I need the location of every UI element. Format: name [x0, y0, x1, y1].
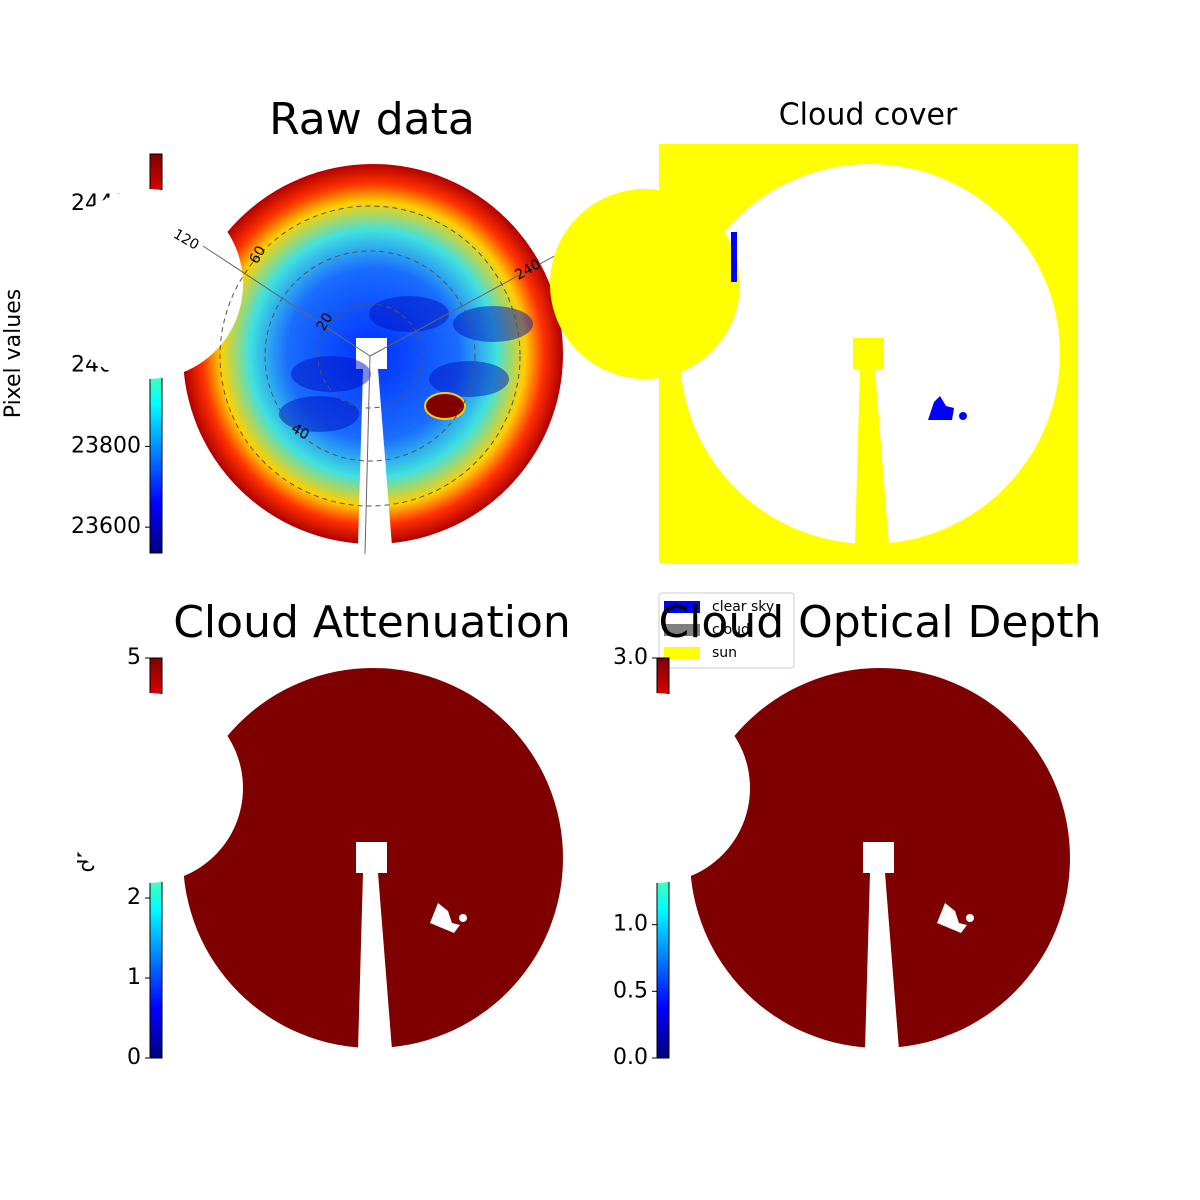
legend-swatch	[664, 624, 700, 636]
bottom-mask	[173, 544, 573, 564]
clear-patch	[731, 232, 737, 282]
clear-patch	[459, 914, 467, 922]
raw-texture	[453, 306, 533, 342]
bottom-mask	[680, 1048, 1080, 1068]
bottom-mask	[670, 544, 1070, 564]
horizon-mask	[53, 189, 243, 379]
colorbar-tick-label: 0.5	[613, 978, 648, 1003]
shadowband-mask	[853, 338, 884, 369]
polar-circle	[317, 303, 423, 409]
clear-patch	[430, 903, 460, 933]
sky-image	[550, 164, 1070, 564]
polar-label: 20	[314, 310, 337, 333]
polar-spoke	[202, 245, 371, 357]
polar-label: 40	[288, 421, 311, 444]
arm-mask	[865, 873, 899, 1050]
panel-title: Cloud Optical Depth	[658, 597, 1101, 648]
clear-patch	[959, 412, 967, 420]
polar-spoke	[369, 245, 574, 357]
clear-patch	[937, 903, 967, 933]
clear-patch	[928, 396, 954, 420]
legend-label: clear sky	[712, 599, 774, 615]
colorbar-label: Pixel values	[1, 289, 26, 418]
legend-label: cloud	[712, 622, 750, 638]
colorbar-tick-label: 1	[127, 965, 141, 990]
panel-title: Raw data	[269, 94, 475, 145]
colorbar-tick-label: 3.0	[613, 645, 648, 670]
panel-title: Cloud Attenuation	[173, 597, 571, 648]
colorbar-tick-label: 5	[127, 645, 141, 670]
colorbar-tick-label: 23600	[71, 514, 141, 539]
arm-mask	[855, 369, 889, 546]
legend-label: sun	[712, 645, 737, 661]
panel-title: Cloud cover	[779, 98, 958, 133]
sun-spot	[424, 392, 466, 420]
colorbar-tick-label: 2	[127, 885, 141, 910]
shadowband-mask	[863, 842, 894, 873]
horizon-mask	[53, 693, 243, 883]
raw-texture	[279, 396, 359, 432]
legend-swatch	[664, 647, 700, 659]
colorbar-tick-label: 0.0	[613, 1045, 648, 1070]
clear-patch	[966, 914, 974, 922]
shadowband-mask	[356, 842, 387, 873]
legend-swatch	[664, 601, 700, 613]
raw-texture	[429, 361, 509, 397]
bottom-mask	[173, 1048, 573, 1068]
horizon-mask	[560, 693, 750, 883]
sky-image	[560, 668, 1080, 1068]
raw-texture	[369, 296, 449, 332]
colorbar-tick-label: 23800	[71, 433, 141, 458]
polar-circle	[264, 250, 476, 462]
polar-spoke	[364, 355, 371, 555]
sky-image	[53, 668, 573, 1068]
polar-label: 60	[247, 243, 270, 266]
arm-mask	[358, 873, 392, 1050]
colorbar-tick-label: 0	[127, 1045, 141, 1070]
horizon-mask	[550, 189, 740, 379]
colorbar-tick-label: 1.0	[613, 912, 648, 937]
polar-circle	[219, 205, 521, 507]
raw-texture	[291, 356, 371, 392]
